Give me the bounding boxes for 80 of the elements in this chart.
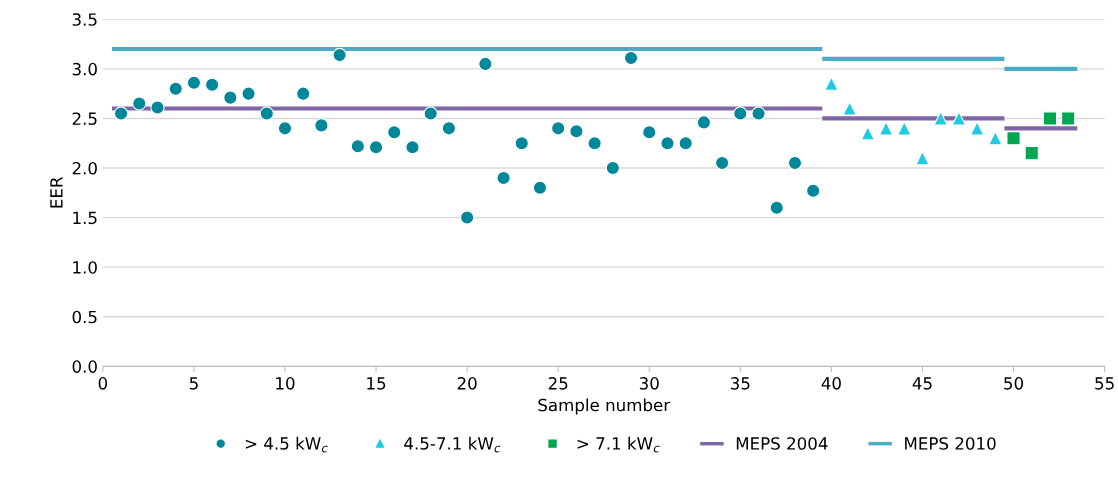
point [478,56,493,72]
point [1042,111,1058,126]
legend-label: MEPS 2010 [905,437,996,450]
point [532,180,548,195]
x-tick-label: 25 [548,377,568,390]
point [132,96,147,111]
point [878,121,894,136]
point [296,86,311,101]
point [441,121,457,136]
y-tick-label: 0.5 [72,310,97,324]
point [951,111,967,126]
point [769,200,784,215]
point [751,106,766,121]
point [660,136,675,151]
x-tick-label: 40 [821,377,841,390]
point [332,47,347,63]
y-tick-label: 1.5 [73,211,97,225]
point [860,126,875,141]
point [514,136,529,151]
point [150,100,165,115]
y-tick-label: 2.0 [72,161,97,175]
point [405,140,420,155]
point [1024,145,1039,161]
x-tick-label: 15 [367,377,386,390]
y-tick-label: 3.0 [72,62,97,76]
point [969,121,985,136]
point [733,106,748,121]
legend-label: > 7.1 kW$_{c}$ [577,436,660,453]
point [204,77,220,92]
x-tick-label: 55 [1095,377,1114,390]
point [696,115,712,130]
point [350,139,365,154]
point [277,121,293,136]
y-axis-title: EER [50,176,63,208]
point [806,183,821,198]
point [678,136,693,151]
point [459,210,475,225]
point [642,125,657,140]
x-tick-label: 10 [276,377,295,390]
point [168,81,183,96]
point [259,106,274,121]
legend-label: MEPS 2004 [736,437,828,450]
point [897,121,912,136]
point [623,50,639,66]
point [842,101,857,116]
point [933,111,948,126]
x-tick-label: 30 [639,377,659,390]
point [368,140,384,155]
x-tick-label: 35 [730,377,750,390]
y-tick-label: 1.0 [73,261,97,274]
point [186,75,202,90]
point [988,131,1003,146]
point [223,90,238,105]
x-tick-label: 5 [189,377,198,390]
point [423,106,438,121]
point [569,124,584,139]
x-tick-label: 20 [457,377,477,390]
point [714,155,730,171]
point [241,86,256,101]
point [551,121,566,136]
x-tick-label: 50 [1004,377,1024,390]
point [587,136,602,151]
x-tick-label: 0 [98,377,108,390]
point [787,155,803,171]
point [387,125,402,140]
y-tick-label: 0.0 [72,360,97,373]
point [314,118,329,133]
point [1006,131,1021,146]
point [1061,111,1076,126]
legend-label: > 4.5 kW$_{c}$ [245,436,328,453]
point [824,76,839,91]
y-tick-label: 3.5 [72,13,97,26]
point [496,170,511,186]
y-tick-label: 2.5 [72,112,97,125]
point [605,160,620,176]
point [113,106,129,121]
x-tick-label: 45 [912,377,932,390]
legend-label: 4.5-7.1 kW$_{c}$ [404,436,501,453]
x-axis-title: Sample number [538,398,671,415]
point [915,150,930,166]
